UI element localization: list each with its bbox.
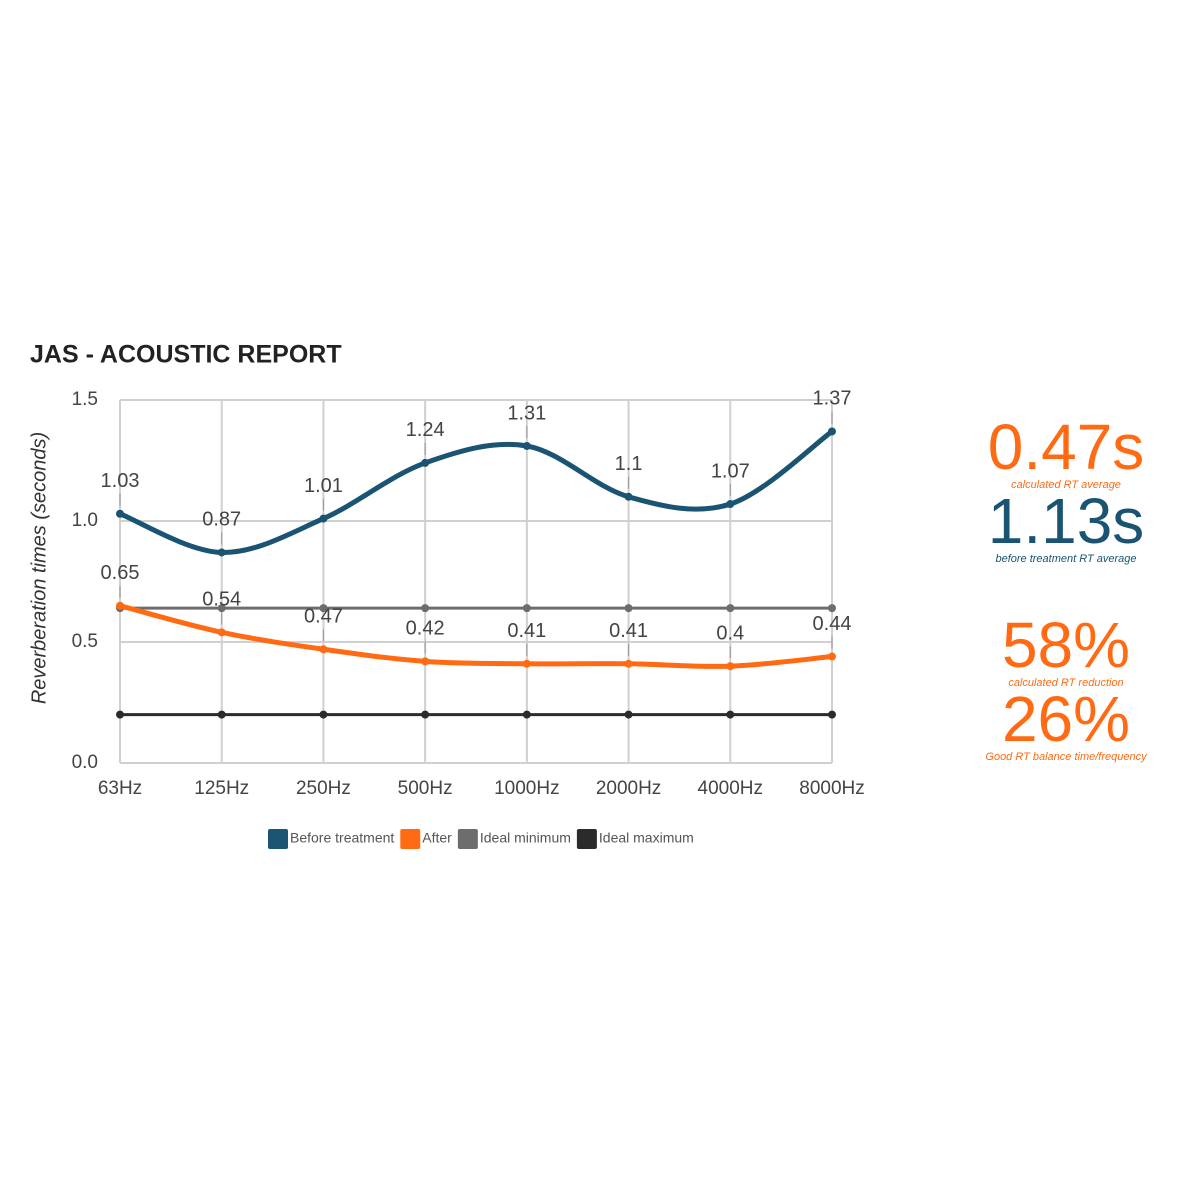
point xyxy=(828,652,836,661)
data-label: 1.24 xyxy=(406,419,445,441)
legend-swatch xyxy=(268,829,288,849)
point xyxy=(522,604,531,613)
point xyxy=(726,500,735,509)
series-line xyxy=(119,429,834,555)
x-tick-label: 250Hz xyxy=(296,778,351,799)
stat-caption: calculated RT reduction xyxy=(1008,677,1123,689)
point xyxy=(624,659,633,668)
x-tick-label: 125Hz xyxy=(194,778,249,799)
x-tick-label: 2000Hz xyxy=(596,778,662,799)
point xyxy=(319,710,328,719)
stat-value: 58% xyxy=(1002,609,1130,681)
point xyxy=(726,662,735,671)
point xyxy=(828,427,836,436)
point xyxy=(217,628,226,637)
legend-label: After xyxy=(422,830,452,846)
stat-caption: before treatment RT average xyxy=(995,553,1136,565)
data-label: 1.07 xyxy=(711,460,750,482)
data-label: 1.01 xyxy=(304,475,343,497)
y-tick-label: 1.5 xyxy=(72,389,98,410)
point xyxy=(319,604,328,613)
y-tick-label: 0.0 xyxy=(72,752,98,773)
point xyxy=(726,604,735,613)
x-tick-label: 500Hz xyxy=(398,778,453,799)
stat-value: 26% xyxy=(1002,683,1130,755)
legend-swatch xyxy=(576,829,597,849)
data-label: 0.41 xyxy=(609,620,648,642)
point xyxy=(116,710,124,719)
point xyxy=(217,548,226,557)
series-line xyxy=(119,603,833,669)
y-axis-label: Reverberation times (seconds) xyxy=(28,432,50,704)
data-label: 0.42 xyxy=(406,618,445,640)
y-tick-label: 1.0 xyxy=(72,510,98,531)
chart-title: JAS - ACOUSTIC REPORT xyxy=(30,341,342,369)
data-label: 1.03 xyxy=(101,470,140,492)
x-tick-label: 4000Hz xyxy=(698,778,764,799)
data-label: 0.41 xyxy=(507,620,546,642)
legend-swatch xyxy=(457,829,478,849)
point xyxy=(421,657,430,666)
point xyxy=(726,710,735,719)
point xyxy=(828,604,836,613)
legend-label: Ideal maximum xyxy=(599,830,694,846)
x-tick-label: 63Hz xyxy=(98,778,142,799)
point xyxy=(624,492,633,501)
point xyxy=(319,514,328,523)
point xyxy=(217,710,226,719)
data-label: 0.47 xyxy=(304,606,343,628)
point xyxy=(624,604,633,613)
data-label: 0.54 xyxy=(202,589,241,611)
data-label: 0.4 xyxy=(716,622,744,644)
stat-caption: calculated RT average xyxy=(1011,479,1121,491)
stat-value: 1.13s xyxy=(988,485,1145,557)
point xyxy=(116,509,124,518)
point xyxy=(421,710,430,719)
data-label: 1.31 xyxy=(507,402,546,424)
data-label: 0.87 xyxy=(202,509,241,531)
point xyxy=(421,458,430,467)
point xyxy=(522,441,531,450)
data-label: 0.65 xyxy=(101,562,140,584)
legend-label: Before treatment xyxy=(290,830,394,846)
stat-caption: Good RT balance time/frequency xyxy=(985,751,1148,763)
data-label: 1.37 xyxy=(813,388,852,410)
point xyxy=(116,601,124,610)
x-tick-label: 8000Hz xyxy=(799,778,865,799)
point xyxy=(421,604,430,613)
y-tick-label: 0.5 xyxy=(72,631,98,652)
data-label: 0.44 xyxy=(813,613,852,635)
point xyxy=(217,604,226,613)
point xyxy=(522,710,531,719)
stat-value: 0.47s xyxy=(988,411,1145,483)
point xyxy=(522,659,531,668)
point xyxy=(319,645,328,654)
data-label: 1.1 xyxy=(615,453,643,475)
point xyxy=(624,710,633,719)
legend-swatch xyxy=(400,829,421,849)
x-tick-label: 1000Hz xyxy=(494,778,560,799)
legend-label: Ideal minimum xyxy=(480,830,571,846)
point xyxy=(828,710,836,719)
